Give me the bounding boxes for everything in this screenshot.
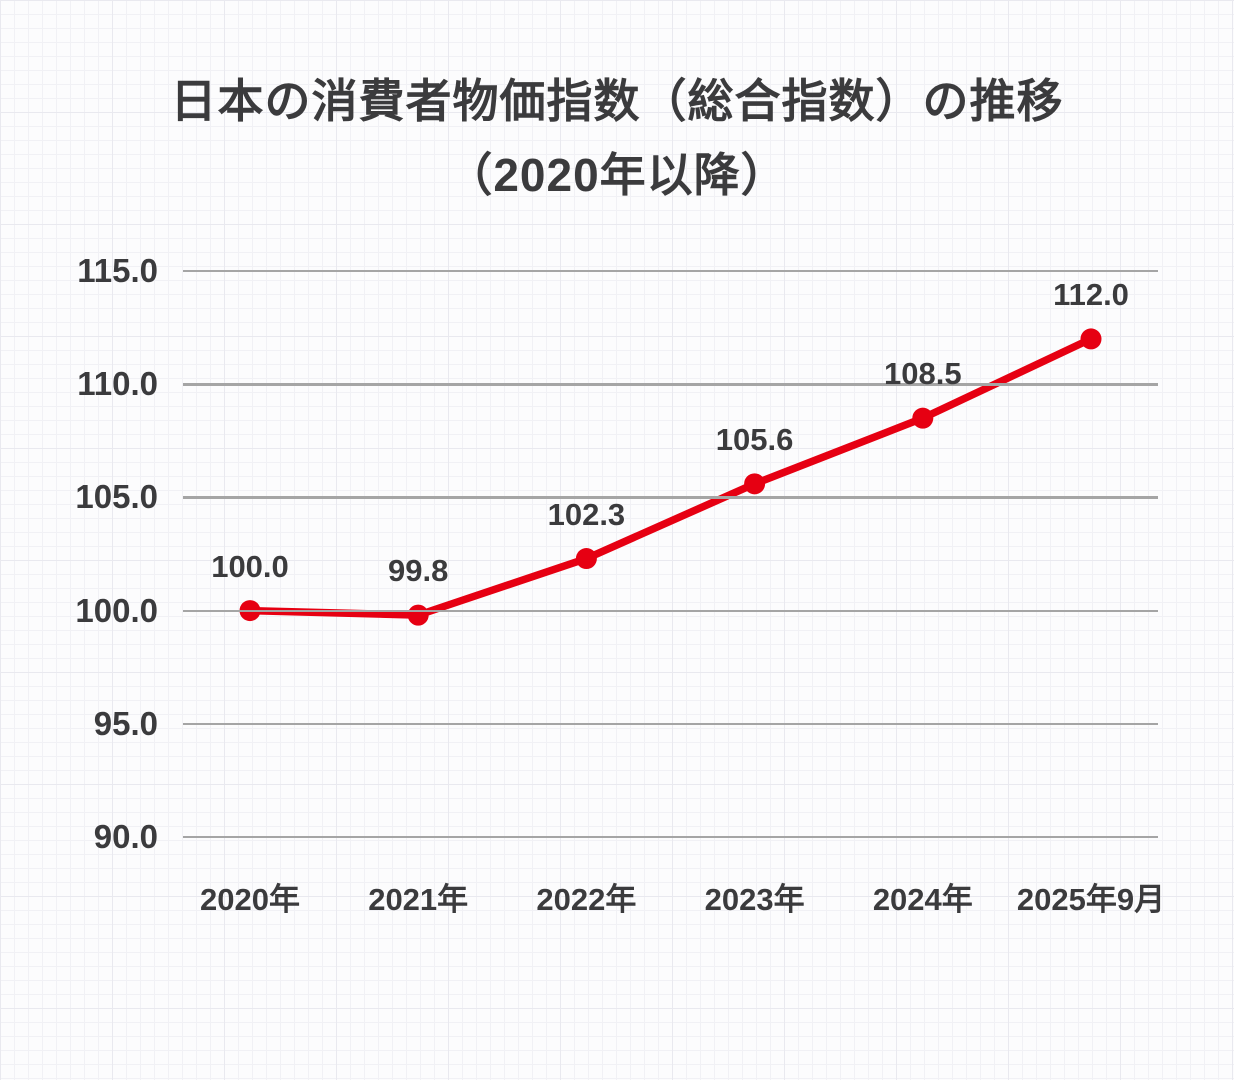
y-gridline [183,270,1158,273]
chart-title: 日本の消費者物価指数（総合指数）の推移 （2020年以降） [0,64,1234,212]
y-tick-label: 115.0 [77,252,158,289]
y-tick-label: 90.0 [93,818,158,855]
x-tick-label: 2022年 [536,882,637,917]
data-point [912,407,934,429]
chart-title-line1: 日本の消費者物価指数（総合指数）の推移 [170,75,1064,127]
x-tick-label: 2021年 [368,882,469,917]
data-point-label: 105.6 [715,421,794,457]
trend-line [246,335,1095,619]
y-tick-label: 95.0 [93,704,158,742]
data-point [744,473,766,495]
y-gridline [183,722,1158,726]
chart-title-line2: （2020年以降） [446,149,788,201]
x-tick-label: 2025年9月 [1016,882,1166,917]
plot-area [239,328,1102,626]
y-tick-label: 110.0 [77,365,158,403]
y-tick-label: 105.0 [75,478,158,516]
x-tick-label: 2023年 [704,882,805,917]
data-point-label: 99.8 [388,553,449,589]
x-tick-label: 2024年 [872,882,973,917]
data-point-label: 112.0 [1053,276,1129,312]
data-point [407,604,429,626]
x-tick-label: 2020年 [200,882,300,917]
data-point-label: 108.5 [884,356,962,392]
y-tick-label: 100.0 [75,591,158,629]
y-gridline [183,496,1158,499]
data-point-label: 100.0 [211,548,289,584]
data-point-label: 102.3 [547,496,626,532]
y-gridline [183,609,1158,612]
data-point [575,548,597,570]
data-point [1080,328,1102,350]
y-gridline [183,836,1158,839]
y-gridline [183,383,1158,386]
